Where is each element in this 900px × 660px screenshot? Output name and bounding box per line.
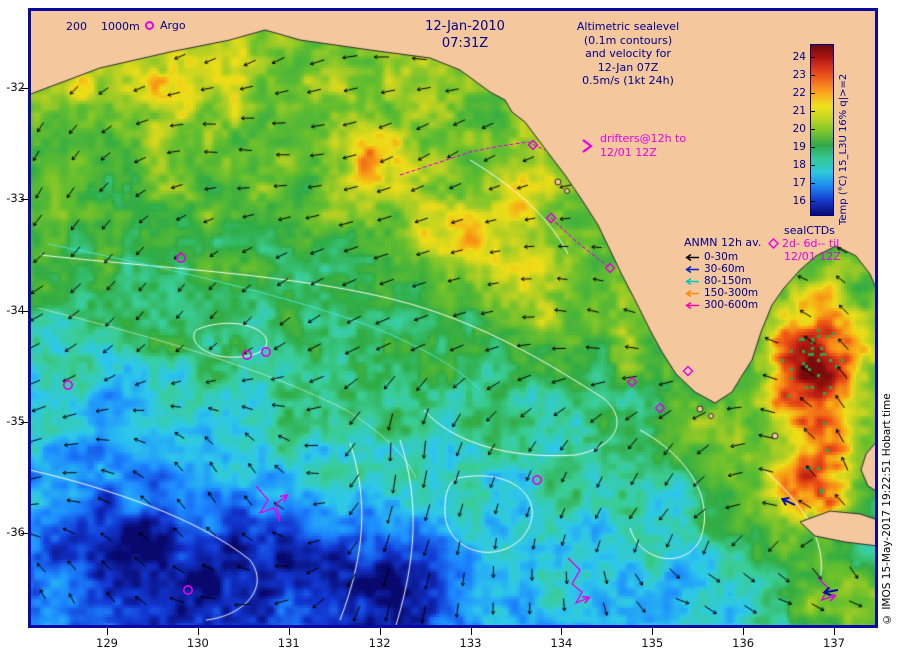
bathymetry-contour-legend: 200 1000m — [66, 20, 140, 33]
argo-float-icon — [145, 21, 154, 30]
sst-map-canvas — [28, 8, 878, 628]
y-axis-tick — [21, 310, 28, 312]
drifters-note: drifters@12h to 12/01 12Z — [580, 132, 686, 159]
anmn-depth-label: 300-600m — [704, 299, 759, 311]
velocity-arrow-icon — [685, 301, 699, 309]
velocity-arrow-icon — [685, 253, 699, 261]
x-axis-tick — [743, 628, 745, 635]
anmn-depth-label: 30-60m — [704, 263, 745, 275]
colorbar-tick — [810, 165, 815, 166]
anmn-rows: 0-30m 30-60m 80-150m 150-300m 300-600m — [682, 251, 761, 311]
x-axis-tick-label: 135 — [641, 636, 664, 650]
x-axis-tick-label: 132 — [368, 636, 391, 650]
y-axis-tick-label: -33 — [6, 191, 25, 206]
colorbar-tick-label: 16 — [792, 195, 806, 207]
altimetry-note-line: Altimetric sealevel — [576, 20, 680, 33]
x-axis-tick — [652, 628, 654, 635]
bathymetry-200m-label: 200 — [66, 20, 87, 33]
x-axis-tick-label: 130 — [186, 636, 209, 650]
colorbar-tick — [810, 111, 815, 112]
sealctd-line1: 2d- 6d-- til — [768, 237, 841, 250]
x-axis-tick-label: 137 — [823, 636, 845, 650]
colorbar-tick — [810, 183, 815, 184]
sealctd-diamond-icon — [768, 238, 779, 249]
y-axis-tick — [21, 88, 28, 89]
colorbar-tick-label: 17 — [792, 177, 806, 189]
velocity-arrow-icon — [685, 277, 699, 285]
argo-label: Argo — [160, 19, 186, 32]
y-axis-tick-label: -36 — [6, 525, 25, 539]
colorbar-tick-label: 19 — [792, 141, 806, 153]
altimetry-note: Altimetric sealevel (0.1m contours) and … — [550, 20, 706, 88]
anmn-depth-label: 0-30m — [704, 251, 739, 263]
colorbar-tick-label: 20 — [792, 123, 806, 135]
drifters-note-text: drifters@12h to 12/01 12Z — [600, 132, 686, 159]
y-axis-tick-label: -32 — [6, 80, 25, 94]
sealctd-line2: 12/01 12Z — [784, 250, 841, 263]
y-axis-tick — [21, 199, 28, 201]
colorbar-tick-label: 24 — [792, 51, 806, 63]
y-axis-tick-label: -34 — [6, 302, 25, 317]
colorbar-tick-label: 21 — [792, 105, 806, 117]
anmn-legend-item: 30-60m — [682, 263, 761, 275]
x-axis-tick-label: 131 — [277, 636, 300, 650]
anmn-legend-item: 150-300m — [682, 287, 761, 299]
velocity-arrow-icon — [685, 265, 699, 273]
x-axis-tick — [107, 628, 108, 635]
anmn-title: ANMN 12h av. — [684, 236, 762, 249]
y-axis-tick — [21, 421, 28, 423]
colorbar-tick — [810, 93, 815, 94]
colorbar-tick — [810, 201, 815, 202]
colorbar-tick-label: 23 — [792, 69, 806, 81]
anmn-legend-item: 300-600m — [682, 299, 761, 311]
x-axis-tick — [561, 628, 563, 635]
bathymetry-1000m-label: 1000m — [101, 20, 140, 33]
anmn-legend: ANMN 12h av. 0-30m 30-60m 80-150m 150-300m 3… — [682, 236, 761, 311]
argo-legend: Argo — [145, 19, 186, 32]
y-axis-tick — [21, 533, 28, 534]
x-axis-tick — [470, 628, 472, 635]
x-axis-tick — [288, 628, 290, 635]
sealctd-line1-text: 2d- 6d-- til — [782, 237, 840, 250]
x-axis-tick-label: 136 — [732, 636, 755, 650]
colorbar-tick-label: 18 — [792, 159, 806, 171]
colorbar-axis-label: Temp (°C) 15_L3U 16% q|>=2 — [838, 73, 849, 225]
altimetry-note-line: and velocity for — [585, 47, 671, 60]
anmn-legend-item: 0-30m — [682, 251, 761, 263]
drifters-note-line1: drifters@12h to — [600, 132, 687, 145]
x-axis-tick-label: 134 — [550, 636, 573, 650]
altimetry-note-line: (0.1m contours) — [583, 33, 673, 47]
x-axis-tick — [834, 628, 835, 635]
colorbar-tick — [810, 147, 815, 148]
x-axis-tick-label: 133 — [459, 636, 482, 650]
drifter-arrow-icon — [582, 138, 593, 153]
x-axis-tick — [379, 628, 381, 635]
map-date: 12-Jan-2010 — [425, 19, 505, 34]
anmn-legend-item: 80-150m — [682, 275, 761, 287]
anmn-depth-label: 150-300m — [704, 287, 759, 299]
altimetry-note-line: 0.5m/s (1kt 24h) — [582, 74, 674, 87]
sealctd-title: sealCTDs — [784, 224, 835, 237]
x-axis-tick-label: 129 — [96, 636, 118, 650]
colorbar-tick — [810, 129, 815, 130]
drifters-note-line2: 12/01 12Z — [600, 145, 657, 159]
velocity-arrow-icon — [685, 289, 699, 297]
colorbar: 24 23 22 21 20 19 18 17 16 — [788, 44, 836, 216]
colorbar-gradient — [810, 44, 834, 216]
altimetry-note-line: 12-Jan 07Z — [597, 60, 659, 74]
anmn-depth-label: 80-150m — [704, 275, 752, 287]
colorbar-tick-label: 22 — [792, 87, 806, 99]
colorbar-tick — [810, 75, 815, 76]
y-axis-tick-label: -35 — [6, 413, 25, 428]
imos-watermark: © IMOS 15-May-2017 19:22:51 Hobart time — [881, 393, 893, 625]
map-time: 07:31Z — [441, 36, 489, 51]
sealctd-legend: sealCTDs 2d- 6d-- til 12/01 12Z — [768, 224, 841, 263]
x-axis-tick — [197, 628, 199, 635]
colorbar-tick — [810, 57, 815, 58]
map-datetime: 12-Jan-2010 07:31Z — [395, 18, 535, 52]
